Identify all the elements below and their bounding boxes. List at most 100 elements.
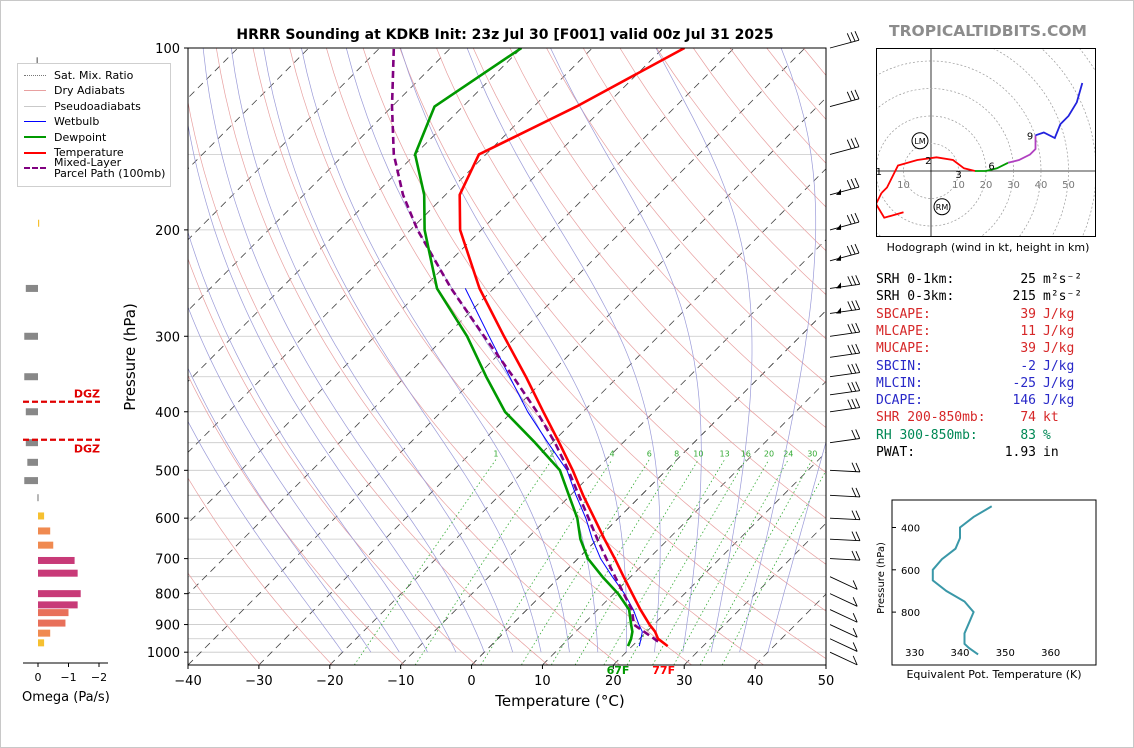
- omega-bar: [24, 477, 38, 485]
- legend-label: Pseudoadiabats: [54, 99, 141, 113]
- mixing-ratio-line: [574, 459, 699, 665]
- legend-entry: Pseudoadiabats: [24, 99, 141, 113]
- x-tick-label: −20: [316, 674, 343, 689]
- theta-e-x-tick-label: 340: [950, 648, 969, 659]
- y-tick-label: 1000: [147, 646, 180, 661]
- x-tick-label: 40: [747, 674, 764, 689]
- wind-barb-feather: [855, 275, 861, 285]
- wind-barb: [829, 398, 861, 413]
- index-name: DCAPE:: [876, 393, 923, 409]
- dry-adiabat: [436, 48, 826, 519]
- wind-barb-feather: [847, 324, 853, 334]
- chart-title: HRRR Sounding at KDKB Init: 23z Jul 30 […: [236, 27, 774, 43]
- wind-barb-feather: [850, 244, 856, 255]
- pseudoadiabat: [301, 48, 570, 653]
- wind-barb-feather: [855, 510, 861, 520]
- dry-adiabat: [546, 48, 826, 384]
- wind-barb-staff: [829, 638, 858, 652]
- theta-e-line: [931, 505, 993, 656]
- wind-barb-feather: [851, 531, 857, 541]
- wind-barb-feather: [854, 137, 860, 147]
- wind-barb: [829, 429, 861, 444]
- wind-barb-staff: [829, 39, 860, 49]
- x-tick-label: 0: [467, 674, 475, 689]
- wind-barb-staff: [829, 438, 860, 444]
- wind-barb-staff: [829, 494, 860, 498]
- wind-barb-feather: [846, 245, 852, 256]
- pseudoadiabat: [739, 48, 817, 653]
- legend-entry: Sat. Mix. Ratio: [24, 68, 133, 82]
- wind-barb-feather: [854, 243, 860, 254]
- wind-barb: [829, 651, 858, 666]
- pseudoadiabat: [188, 367, 372, 653]
- isotherm-line: [0, 48, 167, 665]
- index-value: 25: [1020, 272, 1036, 287]
- hodograph-ring-label: 30: [1007, 180, 1020, 191]
- dry-adiabat: [729, 48, 826, 164]
- mixing-ratio-line: [353, 459, 497, 665]
- wind-barb-feather: [851, 462, 857, 472]
- mixing-ratio-label: 20: [764, 450, 774, 459]
- wind-barb-feather: [846, 139, 852, 149]
- pseudoadiabat: [188, 306, 400, 653]
- legend-entry: Temperature: [24, 146, 124, 160]
- wind-barb-feather: [851, 363, 857, 374]
- wind-barb-feather: [846, 215, 852, 225]
- temperature-line: [458, 48, 686, 648]
- theta-e-plot: 330 340 350 360 400 600 800 Equivalent Pot. Te…: [876, 499, 1097, 681]
- wind-barb: [829, 609, 858, 623]
- legend-label: Wetbulb: [54, 115, 100, 128]
- storm-motion-label: RM: [936, 203, 949, 212]
- hodograph-frame: [876, 48, 1096, 237]
- hodograph-line: [1007, 135, 1037, 164]
- mixing-ratio-line: [521, 459, 650, 665]
- wind-barb-feather: [847, 276, 853, 286]
- isotherm-line: [188, 48, 664, 524]
- pseudoadiabat: [400, 48, 627, 653]
- index-value: 215: [1012, 289, 1036, 305]
- hodograph-line: [876, 192, 904, 219]
- dry-adiabat: [582, 48, 826, 340]
- isotherm-line: [0, 48, 96, 665]
- y-tick-label: 800: [155, 588, 180, 603]
- wind-barb: [829, 343, 861, 358]
- index-value: 146: [1012, 393, 1036, 409]
- omega-bar: [24, 332, 38, 340]
- storm-motion-label: LM: [914, 137, 925, 146]
- wind-barb: [829, 322, 861, 337]
- mixing-ratio-line: [699, 459, 813, 665]
- wind-barb-feather: [855, 381, 861, 391]
- index-unit: m²s⁻²: [1043, 289, 1083, 305]
- mixing-ratio-label: 30: [807, 450, 817, 459]
- wind-barb-feather: [846, 179, 852, 190]
- pseudoadiabat: [767, 440, 826, 653]
- wind-barb-feather: [847, 364, 853, 374]
- wind-barb-staff: [829, 538, 860, 542]
- mixing-ratio-label: 10: [693, 450, 703, 459]
- hodograph-ring: [876, 88, 1014, 236]
- dgz-label: DGZ: [74, 443, 100, 456]
- x-tick-label: −40: [174, 674, 201, 689]
- wind-barb-feather: [854, 89, 860, 99]
- wind-barb-feather: [855, 343, 861, 354]
- wind-barb-feather: [855, 300, 861, 310]
- skewt-ylabel: Pressure (hPa): [121, 303, 139, 411]
- y-tick-label: 200: [155, 224, 180, 239]
- wind-barb: [829, 531, 861, 542]
- mixing-ratio-label: 36: [827, 450, 837, 459]
- index-unit: J/kg: [1043, 393, 1075, 409]
- hodograph-line: [1035, 82, 1084, 140]
- legend-label: Sat. Mix. Ratio: [54, 68, 134, 82]
- parcel-path-line: [390, 48, 659, 643]
- x-tick-label: 10: [534, 674, 551, 689]
- index-value: 39: [1020, 306, 1036, 322]
- storm-motion-marker: [911, 132, 929, 150]
- omega-panel: 0 −1 −2 DGZ DGZ: [23, 57, 108, 684]
- index-value: 39: [1020, 341, 1036, 357]
- legend-label: Temperature: [54, 146, 124, 159]
- omega-bar: [25, 284, 38, 292]
- index-unit: kt: [1043, 410, 1059, 426]
- wind-barb-pennant: [836, 223, 841, 230]
- wind-barb-feather: [851, 344, 857, 354]
- wind-barb: [829, 275, 861, 289]
